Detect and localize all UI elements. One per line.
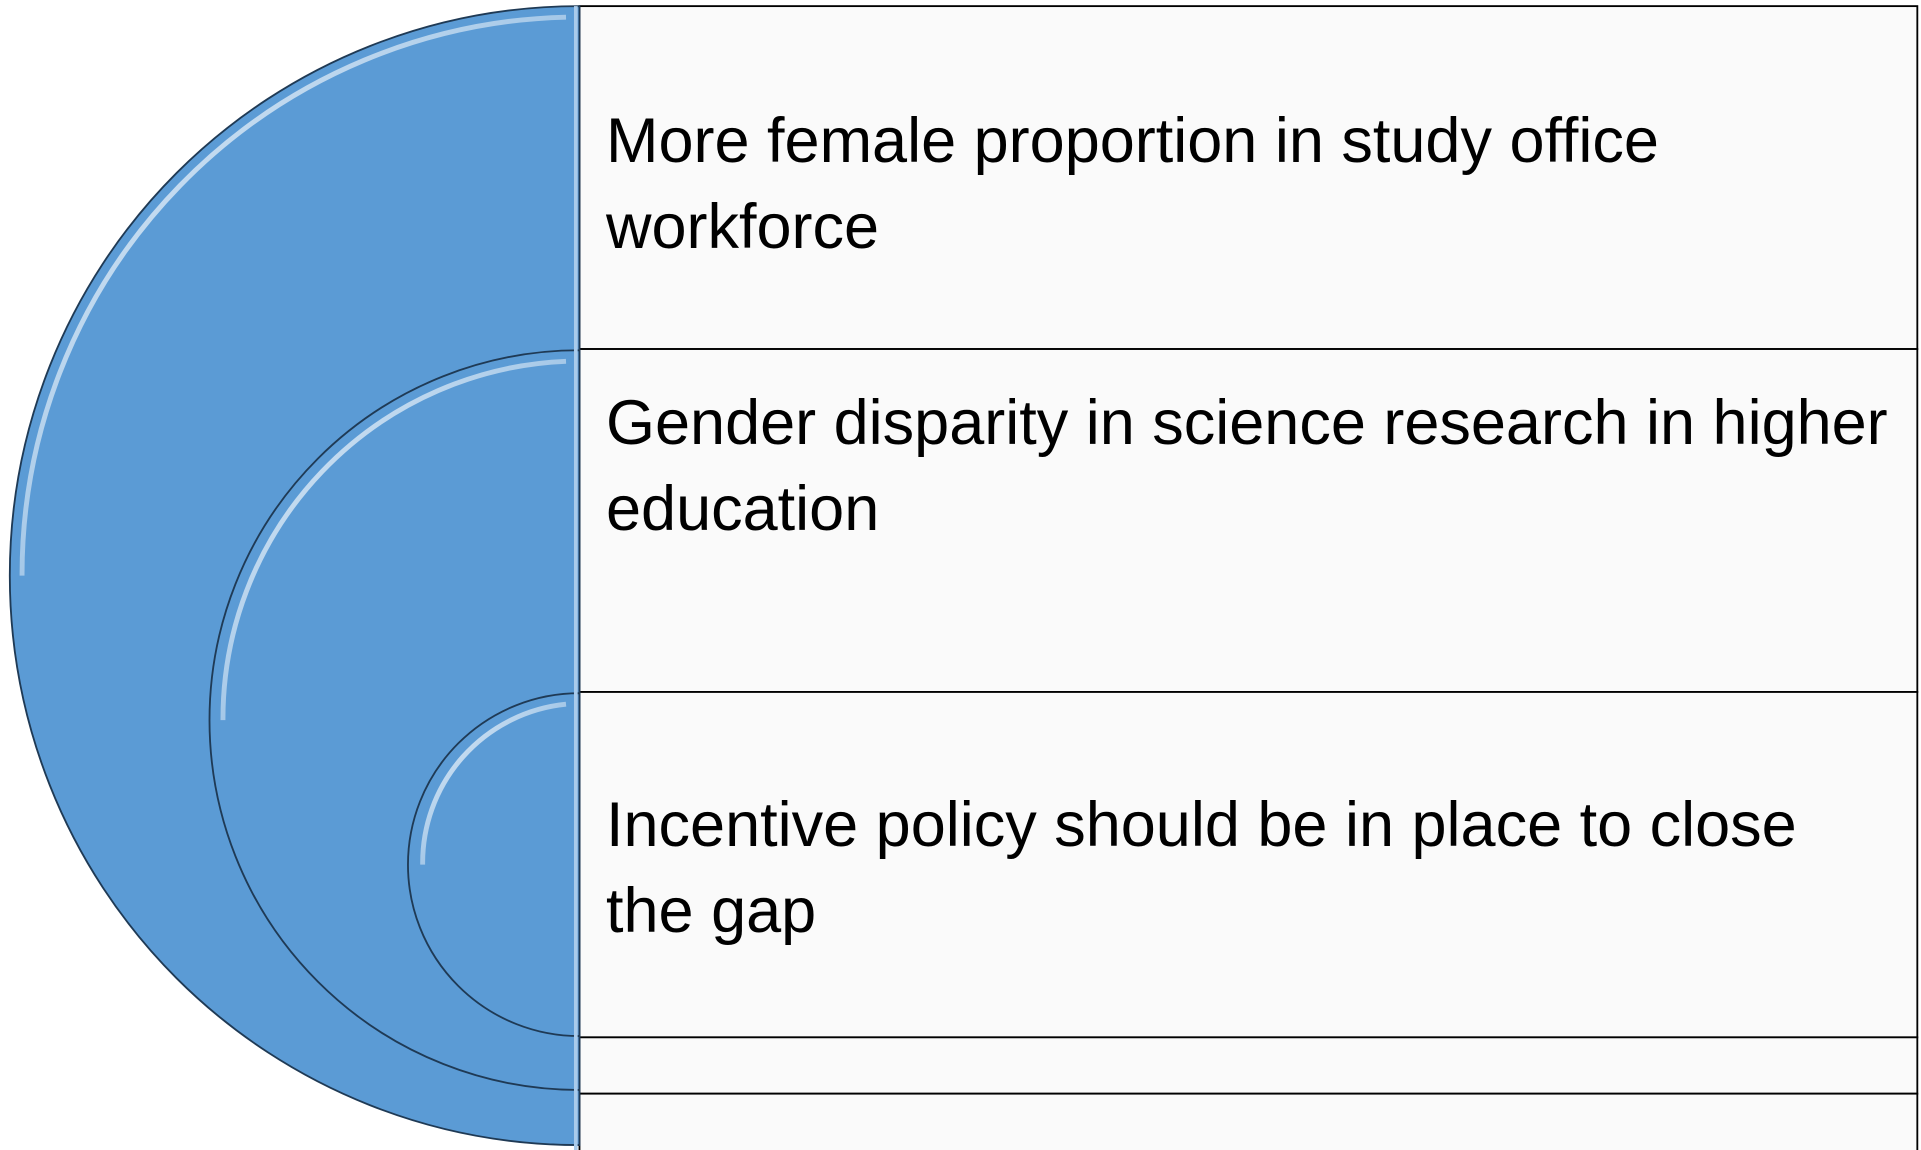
half-circle [407, 692, 581, 1038]
item-text: Gender disparity in science research in … [606, 388, 1888, 544]
highlight [19, 14, 567, 576]
item-text: Incentive policy should be in place to c… [606, 790, 1797, 946]
row-box [578, 1092, 1919, 1150]
highlight [420, 701, 567, 865]
row-box [578, 1036, 1919, 1095]
row-box [578, 5, 1919, 350]
highlight [220, 358, 567, 721]
row-box [578, 348, 1919, 693]
row-box [578, 691, 1919, 1039]
item-text: More female proportion in study office w… [606, 106, 1659, 262]
